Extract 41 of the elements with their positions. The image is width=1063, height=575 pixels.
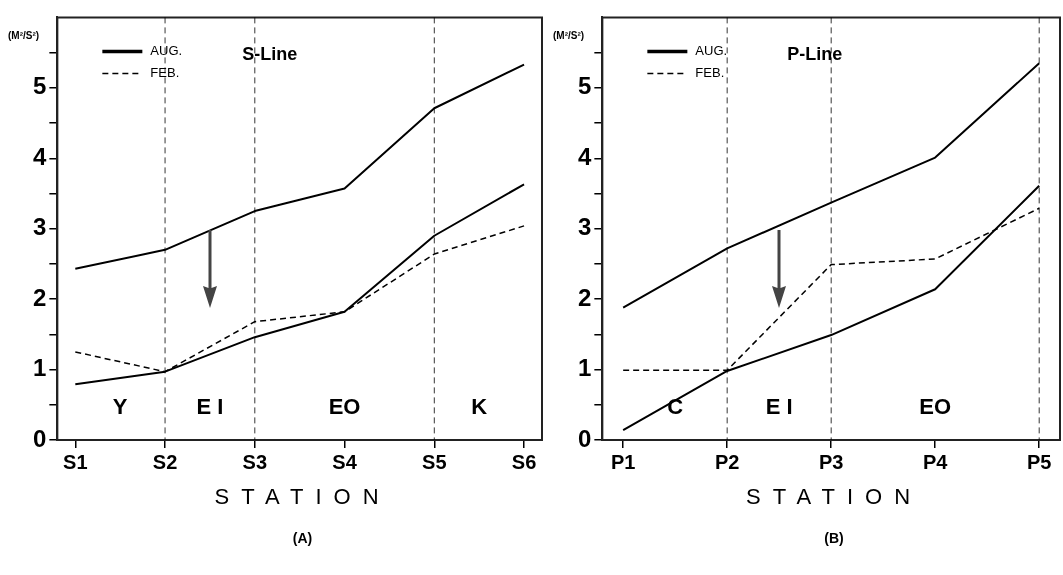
y-tick-label: 5 xyxy=(32,72,47,100)
legend-label: FEB. xyxy=(695,64,725,80)
y-tick-label: 2 xyxy=(577,283,592,311)
x-tick-label: S1 xyxy=(63,450,88,473)
legend-title: S-Line xyxy=(242,44,298,65)
x-tick-label: P3 xyxy=(818,450,844,473)
x-tick-label: S2 xyxy=(152,450,178,473)
x-tick-label: S6 xyxy=(511,450,537,473)
x-axis-title: STATION xyxy=(744,484,924,510)
annotation: Y xyxy=(112,394,128,420)
y-axis-title: (M²/S²) xyxy=(8,30,40,41)
y-tick-label: 3 xyxy=(32,213,47,241)
y-tick-label: 1 xyxy=(32,354,47,382)
annotation: E I xyxy=(765,394,793,420)
y-tick-label: 2 xyxy=(32,283,47,311)
x-tick-label: P4 xyxy=(922,450,949,473)
x-tick-label: S5 xyxy=(422,450,447,473)
x-tick-label: P2 xyxy=(714,450,740,473)
x-tick-label: P5 xyxy=(1026,450,1052,473)
x-tick-label: P1 xyxy=(610,450,636,473)
y-tick-label: 3 xyxy=(577,213,592,241)
legend-title: P-Line xyxy=(787,44,843,65)
y-tick-label: 4 xyxy=(577,142,592,170)
y-tick-label: 5 xyxy=(577,72,592,100)
y-tick-label: 0 xyxy=(32,424,47,452)
x-tick-label: S4 xyxy=(332,450,358,473)
text: (B) xyxy=(823,530,845,546)
annotation: EO xyxy=(328,394,361,420)
annotation: EO xyxy=(919,394,952,420)
y-tick-label: 1 xyxy=(577,354,592,382)
annotation: K xyxy=(471,394,488,420)
x-axis-title: STATION xyxy=(213,484,392,510)
annotation: E I xyxy=(196,394,224,420)
y-tick-label: 0 xyxy=(577,424,592,452)
legend-label: AUG. xyxy=(150,42,183,58)
y-axis-title: (M²/S²) xyxy=(553,30,585,41)
legend-label: FEB. xyxy=(150,64,180,80)
y-tick-label: 4 xyxy=(32,142,47,170)
x-tick-label: S3 xyxy=(242,450,268,473)
legend-label: AUG. xyxy=(695,42,728,58)
text: (A) xyxy=(291,530,314,546)
